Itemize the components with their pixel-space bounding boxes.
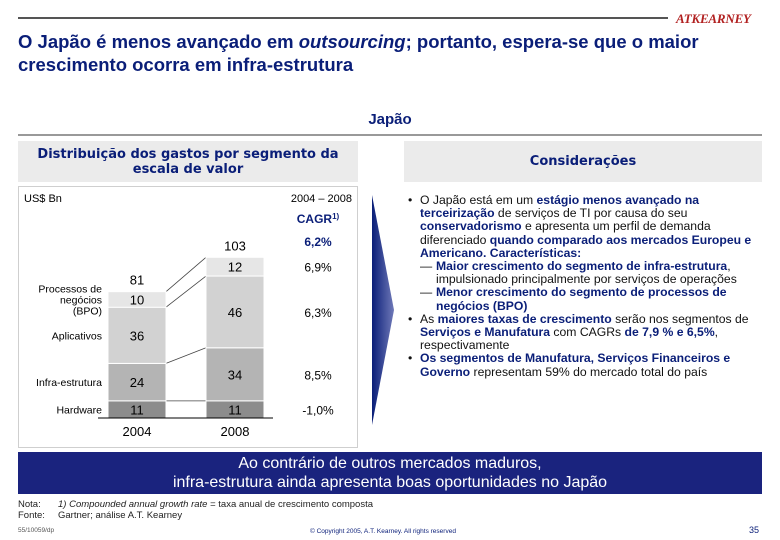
- series-label: Infra-estrutura: [36, 377, 102, 389]
- top-rule: [18, 17, 668, 19]
- emphasis-text: de 7,9 % e 6,5%: [624, 325, 715, 340]
- dash-marker: —: [420, 285, 433, 300]
- segment-value-label: 46: [228, 305, 242, 320]
- emphasis-text: conservadorismo: [420, 219, 522, 234]
- emphasis-text: quando comparado aos mercados Europeu e …: [420, 232, 752, 260]
- bar-segment: [107, 291, 167, 308]
- series-label: negócios: [60, 294, 102, 306]
- copyright: © Copyright 2005, A.T. Kearney. All righ…: [310, 528, 456, 535]
- segment-value-label: 36: [130, 328, 144, 343]
- x-tick-label: 2004: [123, 424, 152, 439]
- considerations-list: • O Japão está em um estágio menos avança…: [408, 193, 764, 379]
- segment-value-label: 10: [130, 292, 144, 307]
- segment-value-label: 12: [228, 260, 242, 275]
- footnotes: Nota: 1) Compounded annual growth rate = …: [18, 499, 373, 521]
- region-label: Japão: [368, 111, 412, 128]
- period-label: 2004 – 2008: [291, 193, 352, 205]
- segment-cagr-label: -1,0%: [302, 403, 334, 417]
- conclusion-banner: Ao contrário de outros mercados maduros,…: [18, 452, 762, 494]
- source-text: Gartner; análise A.T. Kearney: [58, 510, 183, 521]
- segment-value-label: 11: [228, 402, 242, 417]
- cagr-label: CAGR1): [297, 212, 340, 226]
- series-label: Aplicativos: [52, 330, 102, 342]
- total-value-label: 103: [224, 238, 246, 253]
- source-key: Fonte:: [18, 510, 45, 521]
- bar-segment: [205, 256, 265, 277]
- emphasis-text: maiores taxas de crescimento: [437, 311, 612, 326]
- company-logo: ATKEARNEY: [676, 11, 751, 26]
- segment-value-label: 34: [228, 367, 242, 382]
- bullet-text: de serviços de TI por causa do seu: [494, 206, 688, 221]
- series-label: Hardware: [56, 404, 102, 416]
- region-divider: [18, 134, 762, 136]
- emphasis-text: Menor crescimento do segmento de process…: [436, 285, 727, 313]
- emphasis-text: Os segmentos de Manufatura, Serviços Fin…: [420, 351, 731, 379]
- slide-title: O Japão é menos avançado em outsourcing;…: [18, 31, 699, 75]
- bullet-text: , impulsionado principalmente por serviç…: [436, 259, 737, 287]
- connector-line: [165, 347, 207, 364]
- total-value-label: 81: [130, 273, 144, 288]
- unit-label: US$ Bn: [24, 193, 62, 205]
- dash-marker: —: [420, 259, 433, 274]
- bullet-text: com CAGRs: [550, 325, 625, 340]
- bullet-text: representam 59% do mercado total do país: [470, 364, 708, 379]
- stacked-bar-chart: US$ Bn 2004 – 2008 CAGR1) 11 11 Hardware -1,0%…: [24, 193, 352, 439]
- segment-cagr-label: 6,3%: [304, 306, 332, 320]
- right-arrow-icon: [372, 195, 394, 425]
- x-tick-label: 2008: [221, 424, 250, 439]
- bullet-marker: •: [408, 193, 413, 207]
- segment-cagr-label: 8,5%: [304, 368, 332, 382]
- banner-line-1: Ao contrário de outros mercados maduros,: [238, 455, 542, 472]
- emphasis-text: Maior crescimento do segmento de infra-e…: [436, 259, 728, 274]
- series-label: Processos de: [38, 283, 102, 295]
- segment-value-label: 24: [130, 375, 144, 390]
- emphasis-text: estágio menos avançado na terceirização: [420, 193, 700, 221]
- bar-segment: [205, 275, 265, 349]
- bullet-item: • Os segmentos de Manufatura, Serviços Fi…: [408, 351, 764, 379]
- series-label: (BPO): [73, 305, 102, 317]
- bullet-text: , respectivamente: [420, 325, 719, 353]
- connector-line: [165, 275, 207, 308]
- chart-frame: [18, 186, 358, 448]
- sub-bullet: — Menor crescimento do segmento de proces…: [408, 285, 764, 313]
- bar-segment: [107, 362, 167, 402]
- emphasis-text: Serviços e Manufatura: [420, 325, 551, 340]
- page-number: 35: [749, 525, 760, 535]
- segment-value-label: 11: [130, 402, 144, 417]
- banner-line-2: infra-estrutura ainda apresenta boas opo…: [172, 474, 608, 491]
- title-italic: outsourcing: [298, 31, 406, 52]
- document-reference: 55/10059/dp: [18, 527, 55, 534]
- bullet-marker: •: [408, 311, 413, 326]
- sub-bullet: — Maior crescimento do segmento de infra-…: [408, 259, 764, 287]
- bullet-text: serão nos segmentos de: [611, 311, 749, 326]
- bullet-item: • O Japão está em um estágio menos avança…: [408, 193, 764, 260]
- total-cagr-label: 6,2%: [304, 235, 332, 249]
- considerations-header: Considerações: [404, 141, 762, 182]
- bullet-text: As: [420, 311, 438, 326]
- bullet-text: e apresenta um perfil de demanda diferen…: [420, 219, 711, 247]
- note-key: Nota:: [18, 499, 41, 510]
- segment-cagr-label: 6,9%: [304, 261, 332, 275]
- chart-header: Distribuição dos gastos por segmento da …: [18, 141, 358, 182]
- connector-line: [165, 257, 207, 292]
- bullet-item: • As maiores taxas de crescimento serão n…: [408, 311, 764, 353]
- bar-segment: [107, 306, 167, 364]
- bullet-text: O Japão está em um: [420, 193, 537, 207]
- note-text: 1) Compounded annual growth rate = taxa …: [58, 499, 374, 510]
- bullet-marker: •: [408, 351, 413, 366]
